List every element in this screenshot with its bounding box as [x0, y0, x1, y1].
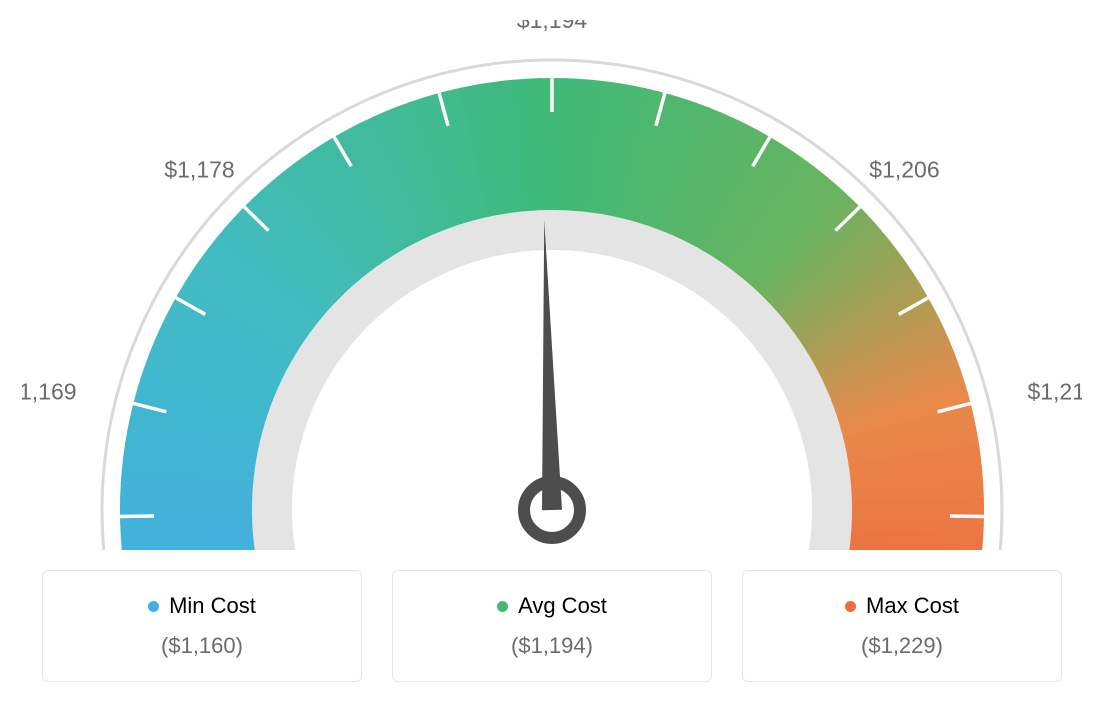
- legend-dot-max: [845, 601, 856, 612]
- gauge-needle: [542, 220, 562, 510]
- legend-value-max: ($1,229): [753, 633, 1051, 659]
- legend-label-min-text: Min Cost: [169, 593, 256, 619]
- gauge-tick-label: $1,178: [164, 157, 234, 183]
- legend-label-min: Min Cost: [148, 593, 256, 619]
- legend-dot-min: [148, 601, 159, 612]
- gauge-svg: $1,160$1,169$1,178$1,194$1,206$1,218$1,2…: [22, 20, 1082, 550]
- legend-card-min: Min Cost ($1,160): [42, 570, 362, 682]
- legend-label-max-text: Max Cost: [866, 593, 959, 619]
- gauge-tick-label: $1,169: [22, 378, 77, 404]
- legend-label-avg-text: Avg Cost: [518, 593, 607, 619]
- gauge-tick-label: $1,194: [517, 20, 588, 33]
- legend-label-avg: Avg Cost: [497, 593, 607, 619]
- legend-value-avg: ($1,194): [403, 633, 701, 659]
- legend-row: Min Cost ($1,160) Avg Cost ($1,194) Max …: [20, 570, 1084, 682]
- legend-card-max: Max Cost ($1,229): [742, 570, 1062, 682]
- legend-dot-avg: [497, 601, 508, 612]
- legend-card-avg: Avg Cost ($1,194): [392, 570, 712, 682]
- legend-label-max: Max Cost: [845, 593, 959, 619]
- gauge-tick-label: $1,218: [1027, 378, 1082, 404]
- cost-gauge: $1,160$1,169$1,178$1,194$1,206$1,218$1,2…: [22, 20, 1082, 550]
- gauge-tick-label: $1,206: [869, 157, 939, 183]
- legend-value-min: ($1,160): [53, 633, 351, 659]
